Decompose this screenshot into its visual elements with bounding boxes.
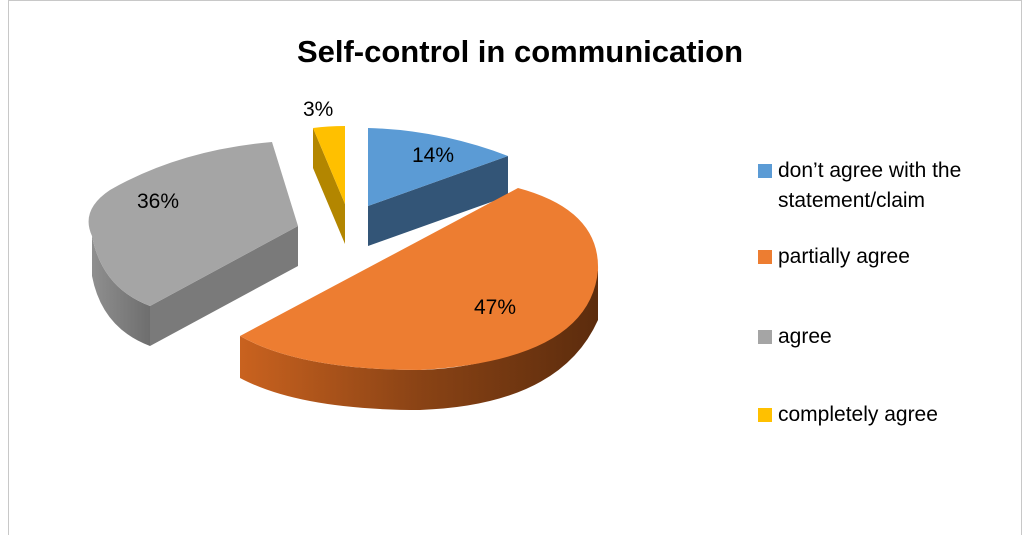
legend-item-agree: agree [758,322,1008,352]
slice-side-completely-agree [313,128,345,244]
legend-swatch-partially-agree [758,250,772,264]
slice-side-dont-agree [368,156,508,246]
legend-swatch-dont-agree [758,164,772,178]
legend-label-completely-agree: completely agree [778,403,938,426]
legend-swatch-completely-agree [758,408,772,422]
legend-label-agree: agree [778,325,832,348]
legend-label-dont-agree: don’t agree with the statement/claim [778,159,962,212]
slice-completely-agree [313,126,345,204]
data-label-partially-agree: 47% [474,296,516,319]
slice-side-agree-cut [150,226,298,346]
chart-title: Self-control in communication [296,34,744,69]
slice-partially-agree [240,188,599,370]
legend-item-partially-agree: partially agree [758,242,1008,272]
legend-swatch-agree [758,330,772,344]
slice-side-partially-agree [240,270,598,410]
legend-item-dont-agree: don’t agree with the statement/claim [758,156,1008,216]
legend-label-partially-agree: partially agree [778,245,910,268]
slice-dont-agree [368,128,508,206]
data-label-dont-agree: 14% [412,144,454,167]
legend-item-completely-agree: completely agree [758,400,1008,430]
data-label-completely-agree: 3% [303,98,333,121]
slice-agree [88,142,298,306]
slice-side-agree [92,236,150,346]
data-label-agree: 36% [137,190,179,213]
